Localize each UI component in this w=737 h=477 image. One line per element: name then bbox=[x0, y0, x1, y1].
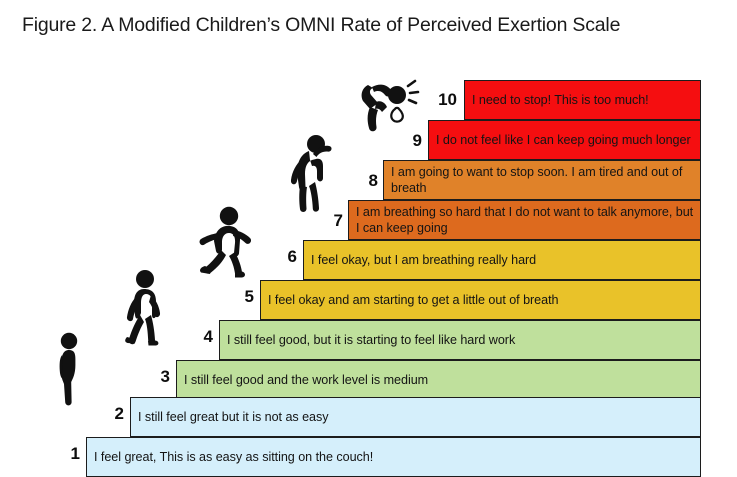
level-text-6: I feel okay, but I am breathing really h… bbox=[311, 252, 537, 267]
level-number-10: 10 bbox=[438, 90, 457, 109]
level-text-2: I still feel great but it is not as easy bbox=[138, 409, 329, 424]
level-number-8: 8 bbox=[368, 171, 378, 190]
level-bar-1[interactable]: I feel great, This is as easy as sitting… bbox=[86, 437, 701, 477]
level-bar-6[interactable]: I feel okay, but I am breathing really h… bbox=[303, 240, 701, 280]
level-bar-3[interactable]: I still feel good and the work level is … bbox=[176, 360, 701, 400]
level-number-6: 6 bbox=[287, 247, 297, 266]
level-number-1: 1 bbox=[70, 444, 80, 463]
level-bar-7[interactable]: I am breathing so hard that I do not wan… bbox=[348, 200, 701, 240]
level-number-4: 4 bbox=[203, 327, 213, 346]
level-number-2: 2 bbox=[114, 404, 124, 423]
level-bar-4[interactable]: I still feel good, but it is starting to… bbox=[219, 320, 701, 360]
level-number-9: 9 bbox=[412, 131, 422, 150]
level-bar-8[interactable]: I am going to want to stop soon. I am ti… bbox=[383, 160, 701, 200]
level-number-7: 7 bbox=[333, 211, 343, 230]
exhausted-person-icon bbox=[358, 76, 424, 138]
tired-person-icon bbox=[283, 131, 339, 213]
level-bar-2[interactable]: I still feel great but it is not as easy bbox=[130, 397, 701, 437]
standing-person-icon bbox=[55, 332, 89, 408]
level-number-3: 3 bbox=[160, 367, 170, 386]
level-text-10: I need to stop! This is too much! bbox=[472, 92, 649, 107]
level-text-8: I am going to want to stop soon. I am ti… bbox=[391, 164, 683, 195]
running-person-icon bbox=[197, 206, 259, 280]
level-text-1: I feel great, This is as easy as sitting… bbox=[94, 449, 374, 464]
walking-person-icon bbox=[123, 269, 171, 351]
level-bar-5[interactable]: I feel okay and am starting to get a lit… bbox=[260, 280, 701, 320]
page-title: Figure 2. A Modified Children’s OMNI Rat… bbox=[22, 14, 621, 36]
level-text-4: I still feel good, but it is starting to… bbox=[227, 332, 516, 347]
level-bar-9[interactable]: I do not feel like I can keep going much… bbox=[428, 120, 701, 160]
level-text-3: I still feel good and the work level is … bbox=[184, 372, 429, 387]
omni-scale-chart: 10 I need to stop! This is too much! 9 I… bbox=[0, 60, 737, 477]
level-text-9: I do not feel like I can keep going much… bbox=[436, 132, 691, 147]
level-text-7: I am breathing so hard that I do not wan… bbox=[356, 204, 694, 235]
level-text-5: I feel okay and am starting to get a lit… bbox=[268, 292, 559, 307]
level-number-5: 5 bbox=[244, 287, 254, 306]
level-bar-10[interactable]: I need to stop! This is too much! bbox=[464, 80, 701, 120]
